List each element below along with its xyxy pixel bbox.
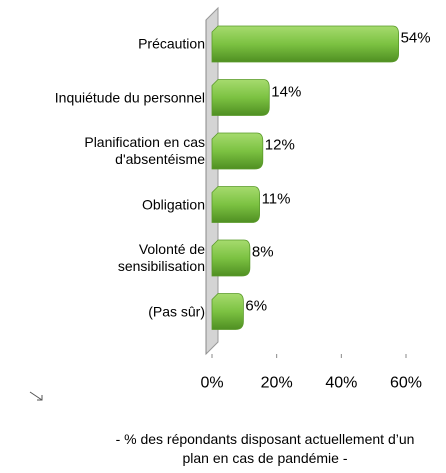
value-label: 14% xyxy=(271,83,302,100)
category-label: Volonté de sensibilisation xyxy=(117,241,205,274)
bar xyxy=(211,79,270,116)
bar xyxy=(211,293,244,330)
bar xyxy=(211,25,399,63)
category-label: Précaution xyxy=(138,35,205,52)
value-label: 6% xyxy=(245,297,268,314)
category-label: Obligation xyxy=(141,196,205,212)
x-tick-label: 60% xyxy=(389,374,423,392)
value-label: 54% xyxy=(400,29,431,47)
category-label: Planification en cas d'absentéisme xyxy=(84,134,205,167)
bar xyxy=(211,186,260,223)
value-label: 12% xyxy=(264,136,295,154)
category-label: (Pas sûr) xyxy=(148,303,205,319)
arrow-icon xyxy=(29,391,43,401)
x-tick-label: 40% xyxy=(325,374,358,392)
x-tick-label: 20% xyxy=(260,374,293,392)
x-tick-label: 0% xyxy=(200,374,224,392)
bar xyxy=(211,132,264,170)
value-label: 11% xyxy=(261,190,291,207)
value-label: 8% xyxy=(251,243,274,261)
bar xyxy=(211,239,251,277)
footnote: - % des répondants disposant actuellemen… xyxy=(115,431,415,466)
category-label: Inquiétude du personnel xyxy=(54,89,205,105)
